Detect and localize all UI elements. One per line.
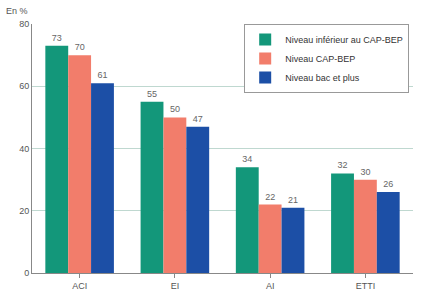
svg-text:26: 26 <box>383 179 393 189</box>
svg-text:ACI: ACI <box>72 281 87 291</box>
svg-text:70: 70 <box>75 42 85 52</box>
svg-text:Niveau CAP-BEP: Niveau CAP-BEP <box>285 54 355 64</box>
svg-text:20: 20 <box>19 206 29 216</box>
svg-text:30: 30 <box>360 167 370 177</box>
svg-text:ETTI: ETTI <box>356 281 376 291</box>
svg-text:21: 21 <box>288 195 298 205</box>
svg-text:0: 0 <box>24 268 29 278</box>
svg-text:73: 73 <box>52 33 62 43</box>
svg-text:En %: En % <box>6 6 28 16</box>
svg-text:Niveau bac et plus: Niveau bac et plus <box>285 73 360 83</box>
svg-text:61: 61 <box>97 70 107 80</box>
svg-text:55: 55 <box>147 89 157 99</box>
svg-text:32: 32 <box>338 160 348 170</box>
svg-text:AI: AI <box>266 281 275 291</box>
svg-text:50: 50 <box>170 104 180 114</box>
svg-text:22: 22 <box>265 192 275 202</box>
svg-text:Niveau inférieur au CAP-BEP: Niveau inférieur au CAP-BEP <box>285 35 403 45</box>
svg-text:34: 34 <box>242 154 252 164</box>
svg-text:80: 80 <box>19 19 29 29</box>
svg-text:40: 40 <box>19 144 29 154</box>
svg-text:EI: EI <box>171 281 180 291</box>
svg-text:47: 47 <box>193 114 203 124</box>
svg-text:60: 60 <box>19 81 29 91</box>
